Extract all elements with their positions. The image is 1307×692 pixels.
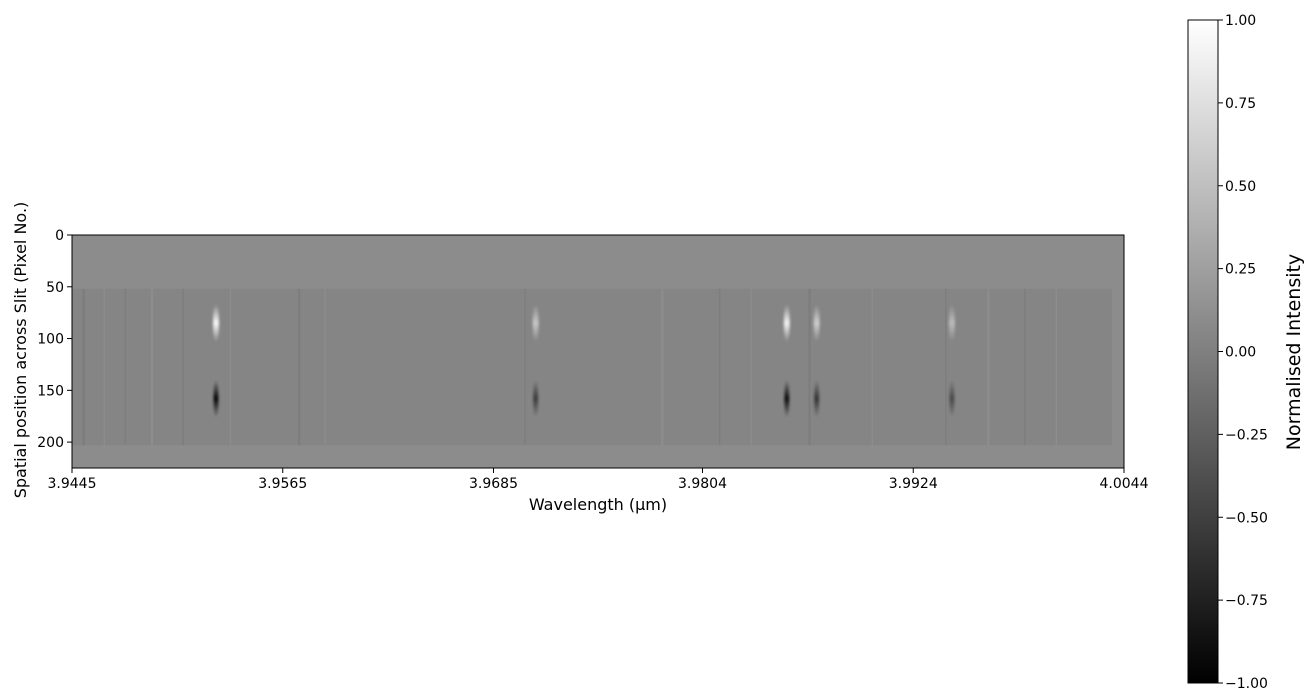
y-tick-label: 0 [55, 228, 64, 244]
spectral-line-negative [533, 379, 539, 418]
colorbar-tick-label: 0.75 [1225, 96, 1256, 112]
sky-stripe [103, 288, 105, 446]
sky-stripe [750, 288, 752, 446]
sky-stripe [150, 288, 154, 446]
sky-stripe [524, 288, 526, 446]
sky-stripe [808, 288, 811, 446]
spectral-line-positive [783, 304, 790, 343]
x-tick-label: 3.9565 [258, 476, 307, 492]
illuminated-slit-band [72, 288, 1112, 446]
sky-stripe [661, 288, 664, 446]
spectral-line-negative [949, 379, 955, 418]
sky-stripes [82, 288, 1058, 446]
x-tick-label: 3.9804 [678, 476, 727, 492]
spectral-lines [213, 304, 955, 418]
y-tick-label: 150 [37, 383, 64, 399]
y-axis-ticks: 0 50 100 150 200 [37, 228, 72, 451]
heatmap [72, 235, 1124, 468]
x-axis-label: Wavelength (μm) [529, 495, 667, 514]
sky-stripe [945, 288, 947, 446]
x-tick-label: 4.0044 [1100, 476, 1149, 492]
spectral-line-positive [813, 304, 820, 343]
sky-stripe [871, 288, 873, 446]
spectral-line-negative [814, 379, 820, 418]
sky-stripe [298, 288, 301, 446]
colorbar [1187, 19, 1219, 684]
y-tick-label: 50 [46, 280, 64, 296]
colorbar-ticks: 1.00 0.75 0.50 0.25 0.00 −0.25 −0.50 −0.75 −1.00 [1218, 13, 1268, 692]
sky-stripe [124, 288, 126, 446]
sky-stripe [182, 288, 184, 446]
sky-stripe [718, 288, 721, 446]
x-axis-ticks: 3.9445 3.9565 3.9685 3.9804 3.9924 4.0044 [48, 468, 1149, 492]
colorbar-tick-label: 0.50 [1225, 179, 1256, 195]
y-tick-label: 200 [37, 435, 64, 451]
plot-frame [71, 234, 1125, 469]
sky-stripe [324, 288, 326, 446]
colorbar-tick-label: 0.00 [1225, 345, 1256, 361]
x-tick-label: 3.9685 [469, 476, 518, 492]
y-axis-label: Spatial position across Slit (Pixel No.) [11, 202, 30, 499]
sky-stripe [82, 288, 85, 446]
colorbar-tick-label: −0.25 [1225, 427, 1268, 443]
colorbar-tick-label: 0.25 [1225, 262, 1256, 278]
colorbar-tick-label: −0.75 [1225, 593, 1268, 609]
spectral-line-positive [213, 304, 220, 343]
x-tick-label: 3.9445 [48, 476, 97, 492]
x-tick-label: 3.9924 [889, 476, 938, 492]
colorbar-tick-label: 1.00 [1225, 13, 1256, 29]
spectral-line-negative [784, 379, 790, 418]
spectral-line-positive [948, 304, 955, 343]
colorbar-label: Normalised Intensity [1283, 254, 1305, 450]
spectral-line-negative [213, 379, 219, 418]
sky-stripe [987, 288, 990, 446]
sky-stripe [229, 288, 232, 446]
sky-stripe [1024, 288, 1026, 446]
colorbar-tick-label: −1.00 [1225, 676, 1268, 692]
colorbar-tick-label: −0.50 [1225, 510, 1268, 526]
y-tick-label: 100 [37, 332, 64, 348]
spectral-line-positive [532, 304, 539, 343]
sky-stripe [1055, 288, 1058, 446]
